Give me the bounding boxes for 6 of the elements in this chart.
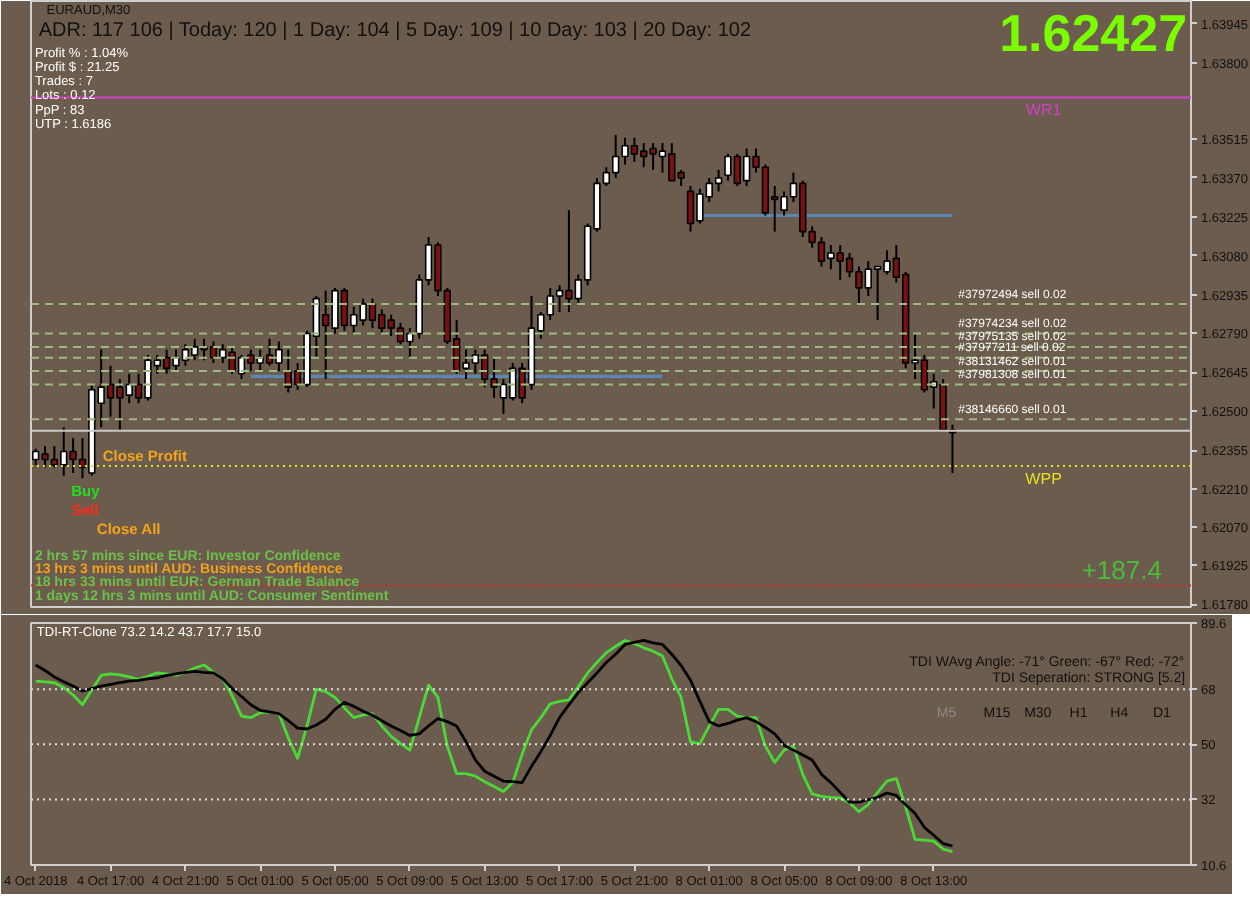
ref-line-label: WR1 <box>1025 101 1063 120</box>
ref-line-label: WPP <box>1025 469 1062 488</box>
annotation: ADR: 117 106 | Today: 120 | 1 Day: 104 | 5 Day: 109 | 10 Day: 103 | 20 Day: 102 <box>38 19 752 42</box>
annotation: +187.4 <box>1081 554 1162 585</box>
candlestick <box>714 168 723 193</box>
annotation: 1.62427 <box>999 3 1188 64</box>
